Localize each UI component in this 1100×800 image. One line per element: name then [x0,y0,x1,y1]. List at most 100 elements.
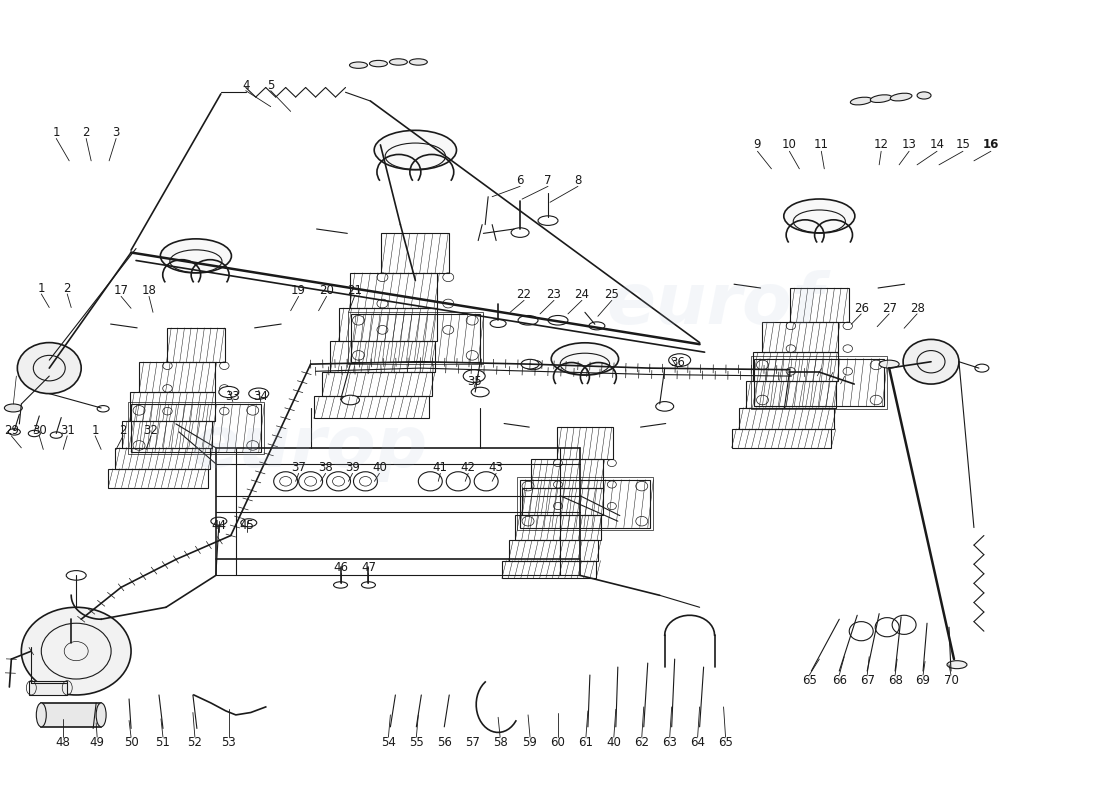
Bar [790,288,849,322]
Text: 48: 48 [56,736,70,750]
Bar [557,427,613,459]
Bar [746,381,836,408]
Bar [517,478,652,530]
Ellipse shape [917,92,931,99]
Text: 2: 2 [119,424,126,437]
Text: 17: 17 [113,284,129,298]
Circle shape [18,342,81,394]
Bar [754,352,838,381]
Text: 9: 9 [754,138,761,151]
Text: 27: 27 [881,302,896,315]
Text: 23: 23 [547,288,561,302]
Bar [751,356,887,409]
Text: 11: 11 [814,138,828,151]
Text: 34: 34 [253,390,268,402]
Text: 14: 14 [930,138,945,151]
Text: 19: 19 [292,284,306,298]
Text: 1: 1 [37,282,45,295]
Text: 6: 6 [516,174,524,187]
Text: 2: 2 [82,126,90,139]
Text: 31: 31 [59,424,75,437]
Bar [531,459,603,488]
Text: 65: 65 [718,736,733,750]
Text: 70: 70 [944,674,958,687]
Ellipse shape [524,360,542,370]
Text: 37: 37 [292,462,306,474]
Circle shape [903,339,959,384]
Bar [762,322,838,352]
Bar [350,273,438,308]
Text: 50: 50 [123,736,139,750]
Ellipse shape [389,58,407,65]
Ellipse shape [350,62,367,68]
Bar [351,314,481,362]
Text: 63: 63 [662,736,678,750]
Text: 13: 13 [902,138,916,151]
Bar [330,342,434,372]
Text: 57: 57 [465,736,480,750]
Bar [42,703,101,727]
Ellipse shape [947,661,967,669]
Ellipse shape [370,60,387,66]
Ellipse shape [784,199,855,233]
Bar [314,397,429,418]
Ellipse shape [161,239,231,273]
Ellipse shape [656,402,673,411]
Text: 65: 65 [802,674,817,687]
Bar [322,372,432,397]
Bar [131,404,261,452]
Bar [502,561,596,578]
Text: 10: 10 [782,138,796,151]
Text: 22: 22 [517,288,531,302]
Text: 49: 49 [89,736,104,750]
Text: 28: 28 [910,302,924,315]
Text: 20: 20 [319,284,334,298]
Text: 41: 41 [432,462,448,474]
Text: 62: 62 [635,736,649,750]
Text: 1: 1 [91,424,99,437]
Text: 5: 5 [267,78,274,91]
Bar [522,488,603,515]
Bar [732,429,832,448]
Text: 32: 32 [144,424,158,437]
Bar [130,392,214,421]
Text: 46: 46 [333,561,348,574]
Ellipse shape [879,360,899,368]
Text: 47: 47 [361,561,376,574]
Text: 30: 30 [32,424,46,437]
Text: 69: 69 [915,674,931,687]
Text: 53: 53 [221,736,236,750]
Ellipse shape [249,388,268,399]
Ellipse shape [850,97,872,105]
Bar [166,328,226,362]
Bar [30,681,67,695]
Bar [122,421,212,447]
Text: 7: 7 [544,174,552,187]
Text: 44: 44 [211,519,227,533]
Text: 29: 29 [4,424,19,437]
Ellipse shape [341,395,360,405]
Text: 61: 61 [579,736,593,750]
Text: 54: 54 [381,736,396,750]
Bar [515,515,601,541]
Text: 56: 56 [437,736,452,750]
Text: 39: 39 [345,462,360,474]
Ellipse shape [669,354,691,366]
Bar [755,358,884,406]
Text: 4: 4 [242,78,250,91]
Text: 35: 35 [466,375,482,388]
Text: 42: 42 [461,462,475,474]
Text: 64: 64 [690,736,705,750]
Text: 15: 15 [956,138,970,151]
Text: 66: 66 [832,674,847,687]
Text: 16: 16 [982,138,999,151]
Ellipse shape [870,95,892,102]
Bar [739,408,834,429]
Text: 3: 3 [112,126,120,139]
Ellipse shape [890,94,912,101]
Bar [382,234,450,273]
Text: 12: 12 [873,138,889,151]
Text: 40: 40 [606,736,621,750]
Text: 25: 25 [604,288,619,302]
Text: 18: 18 [142,284,156,298]
